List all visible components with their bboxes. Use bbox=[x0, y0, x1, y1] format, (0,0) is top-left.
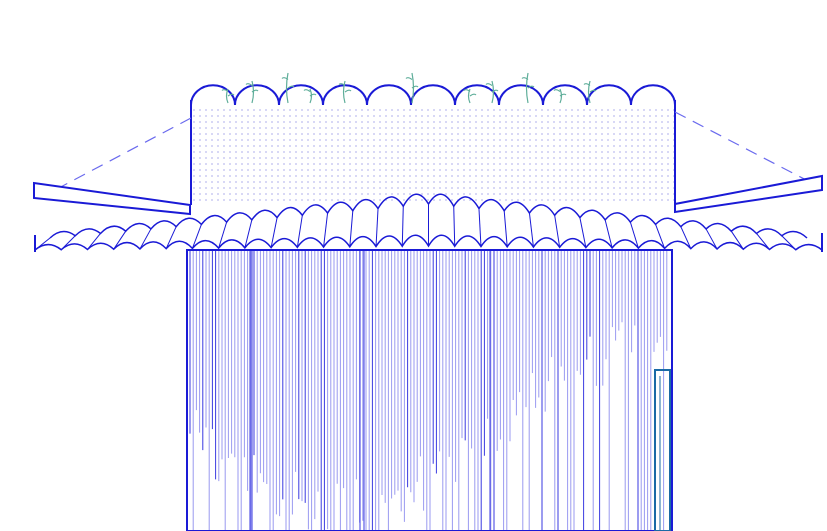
plant bbox=[221, 88, 235, 104]
roof-rib bbox=[270, 217, 278, 248]
roof-rib bbox=[401, 206, 404, 247]
roof-rib bbox=[218, 221, 228, 249]
roof-rib bbox=[655, 224, 666, 249]
beam bbox=[33, 181, 191, 216]
roof-rib bbox=[554, 215, 561, 248]
door bbox=[654, 369, 671, 531]
roof-rib bbox=[191, 224, 202, 249]
beam bbox=[674, 174, 823, 214]
plant bbox=[405, 72, 419, 104]
roof-rib bbox=[528, 213, 534, 248]
cable bbox=[54, 117, 192, 191]
plant bbox=[245, 80, 259, 104]
plant bbox=[485, 80, 499, 104]
roof-top bbox=[49, 193, 808, 239]
planter-fill bbox=[191, 105, 675, 203]
roof-rib bbox=[453, 206, 456, 247]
roof-rib bbox=[375, 208, 379, 247]
wall-frame bbox=[186, 249, 673, 531]
roof-rib bbox=[705, 228, 718, 250]
roof-rib bbox=[604, 219, 613, 248]
plant bbox=[303, 88, 317, 104]
plant bbox=[521, 72, 535, 104]
corrugated-roof bbox=[34, 193, 823, 252]
roof-rib bbox=[113, 230, 127, 250]
plant bbox=[281, 72, 295, 104]
roof-bottom bbox=[34, 234, 823, 251]
roof-rib bbox=[730, 230, 744, 250]
cable bbox=[674, 111, 811, 183]
roof-rib bbox=[296, 215, 303, 248]
plant bbox=[338, 80, 352, 104]
roof-rib bbox=[165, 226, 177, 249]
roof-rib bbox=[680, 226, 692, 249]
roof-rib bbox=[323, 213, 329, 248]
roof-rib bbox=[139, 228, 152, 250]
roof-rib bbox=[244, 219, 253, 248]
curtain-walls bbox=[189, 250, 668, 531]
plant bbox=[583, 80, 597, 104]
plants bbox=[221, 72, 597, 104]
plant bbox=[553, 88, 567, 104]
roof-rib bbox=[478, 208, 482, 247]
roof-rib bbox=[349, 210, 354, 247]
roof-rib bbox=[629, 221, 639, 249]
roof-rib bbox=[503, 210, 508, 247]
plant bbox=[463, 88, 477, 104]
roof-rib bbox=[579, 217, 587, 248]
